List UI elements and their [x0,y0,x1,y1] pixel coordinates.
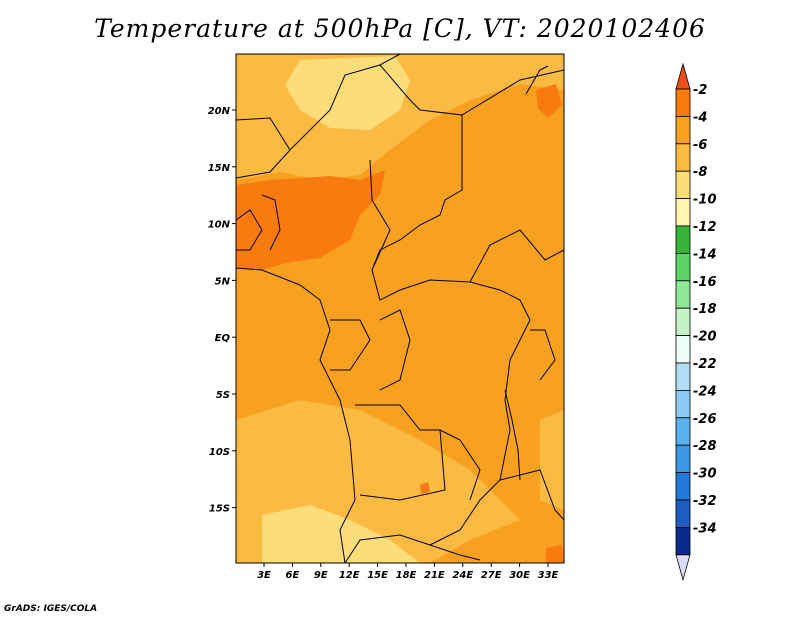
lat-label: 10N [208,220,231,231]
colorbar-box [675,225,691,254]
colorbar-box [675,116,691,145]
colorbar-top-arrow [675,62,691,90]
lon-label: 9E [314,570,328,581]
lat-label: 15N [208,163,231,174]
colorbar-box [675,444,691,474]
colorbar-box [675,417,691,446]
colorbar-label: -8 [693,165,707,180]
colorbar-box [675,143,691,172]
lon-label: 30E [509,570,530,581]
colorbar-box [675,335,691,364]
credit-label: GrADS: IGES/COLA [4,604,98,614]
colorbar-bottom-arrow [675,554,691,582]
colorbar-label: -24 [693,384,717,399]
colorbar-label: -12 [693,220,717,235]
colorbar-label: -22 [693,357,717,372]
colorbar-label: -32 [693,494,717,509]
lat-label: EQ [215,333,231,344]
lon-label: 33E [538,570,559,581]
colorbar-label: -18 [693,302,717,317]
colorbar-label: -20 [693,330,717,345]
colorbar-box [675,472,691,501]
lon-label: 24E [452,570,473,581]
colorbar: -2 -4 -6 -8 -10 -12 -14 -16 -18 -20 -22 -24 -26 -28 -3… [675,62,717,582]
map-frame [235,53,565,564]
lon-label: 3E [257,570,271,581]
colorbar-label: -2 [693,83,707,98]
colorbar-label: -6 [693,138,707,153]
latitude-axis: 20N 15N 10N 5N EQ 5S 10S 15S [208,106,236,515]
colorbar-box [675,252,691,282]
colorbar-box [675,499,691,528]
lat-label: 10S [209,447,230,458]
colorbar-label: -30 [693,467,717,482]
colorbar-box [675,362,691,391]
lon-label: 18E [396,570,417,581]
colorbar-box [675,88,691,117]
colorbar-box [675,198,691,227]
colorbar-label: -14 [693,247,717,262]
colorbar-label: -28 [693,439,717,454]
colorbar-box [675,280,691,309]
map-field [236,54,564,563]
lon-label: 15E [367,570,388,581]
colorbar-box [675,389,691,419]
hot-spot-small [420,482,430,494]
hot-region-northeast [536,84,562,118]
warm-region-east [540,410,564,510]
lat-label: 5S [216,390,230,401]
lon-label: 12E [339,570,360,581]
lon-label: 21E [424,570,445,581]
lat-label: 5N [215,276,231,287]
longitude-axis: 3E 6E 9E 12E 15E 18E 21E 24E 27E 30E 33E [257,563,559,581]
colorbar-label: -26 [693,412,717,427]
map-title: Temperature at 500hPa [C], VT: 202010240… [94,14,706,43]
cool-region-sahara [285,56,410,130]
lon-label: 6E [286,570,300,581]
colorbar-box [675,170,691,199]
colorbar-box [675,527,691,556]
colorbar-label: -34 [693,521,717,536]
lat-label: 15S [209,504,230,515]
country-borders [235,53,565,564]
lat-label: 20N [208,106,231,117]
colorbar-label: -4 [693,110,707,125]
lon-label: 27E [481,570,502,581]
colorbar-box [675,307,691,337]
hot-region-southeast [546,545,564,563]
hot-region-west-africa [236,170,385,270]
colorbar-label: -16 [693,275,717,290]
colorbar-label: -10 [693,193,717,208]
